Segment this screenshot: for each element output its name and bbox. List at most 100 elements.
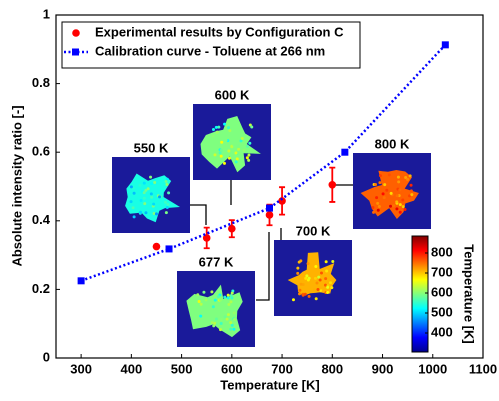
y-tick-label: 0.8 <box>32 75 50 90</box>
inset-speckle <box>382 196 386 200</box>
inset-speckle <box>324 260 328 264</box>
inset-speckle <box>324 277 328 281</box>
inset-speckle <box>307 276 311 280</box>
colorbar-label: Temperature [K] <box>462 244 477 343</box>
inset-speckle <box>375 196 379 200</box>
inset-speckle <box>226 293 230 297</box>
inset-speckle <box>161 180 165 184</box>
inset-speckle <box>150 195 154 199</box>
inset-speckle <box>306 262 310 266</box>
inset-speckle <box>218 151 222 155</box>
inset-speckle <box>245 156 249 160</box>
inset-speckle <box>247 153 251 157</box>
inset-speckle <box>210 290 214 294</box>
inset-speckle <box>199 314 203 318</box>
inset-speckle <box>316 287 320 291</box>
legend-label: Calibration curve - Toluene at 266 nm <box>95 43 325 58</box>
inset-speckle <box>211 305 215 309</box>
inset-speckle <box>313 288 317 292</box>
inset-speckle <box>228 129 232 133</box>
x-tick-label: 1100 <box>469 361 497 376</box>
point <box>328 180 337 189</box>
colorbar <box>411 235 429 353</box>
inset-speckle <box>219 154 223 158</box>
inset-speckle <box>144 188 148 192</box>
inset-speckle <box>230 296 234 300</box>
y-axis-label: Absolute intensity ratio [-] <box>9 105 24 266</box>
inset-speckle <box>323 283 327 287</box>
point <box>165 245 173 253</box>
inset-speckle <box>398 203 402 207</box>
inset-speckle <box>240 136 244 140</box>
point <box>341 148 349 156</box>
inset-speckle <box>314 297 318 301</box>
x-axis-label: Temperature [K] <box>220 377 319 392</box>
inset-speckle <box>307 294 311 298</box>
inset-speckle <box>214 125 218 129</box>
inset-speckle <box>215 130 219 134</box>
inset-speckle <box>401 205 405 209</box>
inset-speckle <box>153 181 157 185</box>
colorbar-tick-label: 800 <box>431 244 453 259</box>
legend <box>61 21 361 69</box>
x-tick-label: 500 <box>171 361 193 376</box>
inset-speckle <box>226 313 230 317</box>
inset-speckle <box>389 191 393 195</box>
inset-speckle <box>152 202 156 206</box>
inset-speckle <box>392 204 396 208</box>
inset-speckle <box>321 289 325 293</box>
inset-speckle <box>236 144 240 148</box>
inset-speckle <box>376 208 380 212</box>
inset-speckle <box>404 175 408 179</box>
point <box>152 242 161 251</box>
inset-speckle <box>166 203 170 207</box>
point <box>265 211 274 219</box>
inset-speckle <box>299 282 303 286</box>
inset-speckle <box>139 198 143 202</box>
inset-speckle <box>298 288 302 292</box>
inset-blob <box>200 116 261 173</box>
inset-speckle <box>214 317 218 321</box>
inset-speckle <box>150 182 154 186</box>
inset-speckle <box>239 139 243 143</box>
inset-speckle <box>398 188 402 192</box>
inset-speckle <box>132 215 136 219</box>
colorbar-tick-label: 600 <box>431 284 453 299</box>
inset-speckle <box>396 175 400 179</box>
inset-speckle <box>129 185 133 189</box>
point <box>228 224 236 233</box>
inset-speckle <box>213 298 217 302</box>
inset-speckle <box>143 202 147 206</box>
inset-speckle <box>409 183 413 187</box>
y-tick-label: 0.2 <box>32 281 50 296</box>
inset-speckle <box>199 302 203 306</box>
inset-speckle <box>242 148 246 152</box>
inset-speckle <box>216 295 220 299</box>
inset-speckle <box>158 195 162 199</box>
inset-speckle <box>220 140 224 144</box>
inset-label: 800 K <box>375 136 410 151</box>
x-tick-label: 1000 <box>418 361 447 376</box>
inset-speckle <box>383 183 387 187</box>
plot-frame <box>55 14 484 359</box>
inset-label: 550 K <box>134 140 169 155</box>
inset-speckle <box>376 201 380 205</box>
inset-speckle <box>326 291 330 295</box>
inset-speckle <box>165 205 169 209</box>
inset-speckle <box>235 157 239 161</box>
x-tick-label: 700 <box>271 361 293 376</box>
inset-speckle <box>165 177 169 181</box>
inset-speckle <box>237 147 241 151</box>
point <box>77 277 85 285</box>
legend-marker <box>72 29 80 37</box>
colorbar-tick-label: 700 <box>431 264 453 279</box>
inset-speckle <box>397 180 401 184</box>
inset-speckle <box>212 324 216 328</box>
inset-speckle <box>142 191 146 195</box>
inset-speckle <box>167 191 171 195</box>
y-tick-label: 0.4 <box>32 212 51 227</box>
point <box>278 197 286 205</box>
point <box>441 41 449 49</box>
inset-speckle <box>211 134 215 138</box>
inset-speckle <box>229 294 233 298</box>
